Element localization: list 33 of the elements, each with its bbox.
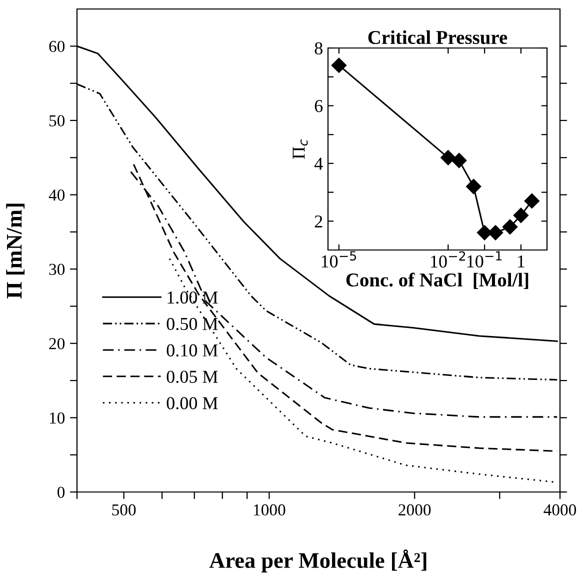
y-tick-label: 20 xyxy=(49,338,65,350)
x-axis-title: Area per Molecule [Å²] xyxy=(209,549,426,573)
y-axis-title: Π [mN/m] xyxy=(6,204,25,299)
y-tick-label: 2 xyxy=(314,215,322,228)
chart-title: Critical Pressure xyxy=(368,30,508,44)
y-tick-label: 6 xyxy=(314,100,323,112)
y-tick-label: 60 xyxy=(49,40,65,52)
y-tick-label: 40 xyxy=(48,189,65,201)
legend-label: 0.10 M xyxy=(166,344,218,357)
legend-label: 0.00 M xyxy=(166,397,218,410)
point xyxy=(440,150,456,166)
legend-label: 0.50 M xyxy=(166,318,218,330)
x-tick-label: 1 xyxy=(518,255,524,268)
x-tick-label: 10$^{−1}$ xyxy=(467,251,502,268)
point xyxy=(513,208,529,223)
y-tick-label: 4 xyxy=(314,158,323,170)
y-axis-title: Π$_{c}$ xyxy=(292,139,308,159)
x-tick-label: 4000 xyxy=(544,504,576,516)
y-tick-label: 30 xyxy=(49,264,65,276)
x-tick-label: 10$^{−2}$ xyxy=(431,251,466,268)
point xyxy=(452,152,467,168)
y-tick-label: 0 xyxy=(57,486,65,498)
x-axis-title: Conc. of NaCl [Mol/l] xyxy=(346,272,528,289)
y-tick-label: 10 xyxy=(50,412,65,424)
x-tick-label: 2000 xyxy=(398,504,431,516)
point xyxy=(524,193,540,209)
y-tick-label: 50 xyxy=(49,115,65,126)
legend-label: 0.05 M xyxy=(166,370,218,383)
x-tick-label: 500 xyxy=(112,504,136,516)
x-tick-label: 1000 xyxy=(254,504,286,516)
y-tick-label: 8 xyxy=(314,42,322,54)
legend-label: 1.00 M xyxy=(168,291,218,304)
x-tick-label: 10$^{−5}$ xyxy=(322,251,356,268)
